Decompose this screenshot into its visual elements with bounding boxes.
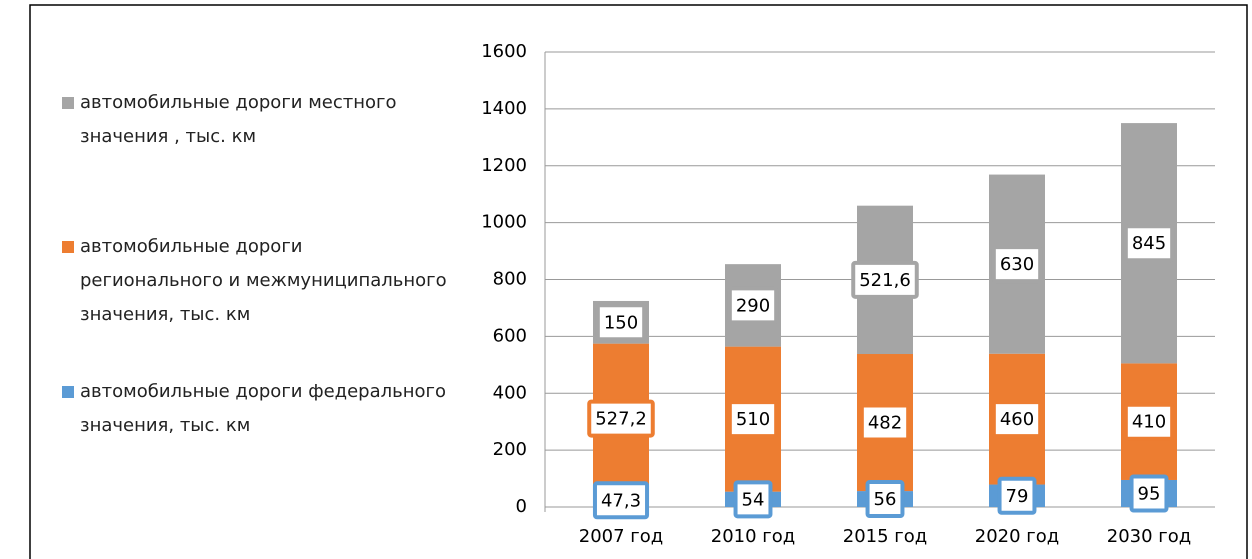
data-label: 47,3 [601,490,641,511]
data-label-box [997,476,1037,515]
x-tick-label: 2007 год [579,526,663,547]
frame [29,4,1248,559]
y-tick-label: 200 [493,439,527,460]
y-tick-label: 1000 [481,212,527,233]
y-tick-label: 800 [493,269,527,290]
data-label: 95 [1138,483,1161,504]
data-label-box [587,399,655,438]
legend-swatch [62,241,74,253]
data-label-box [1129,474,1169,513]
x-tick-label: 2020 год [975,526,1059,547]
data-label: 630 [1000,254,1034,275]
y-tick-label: 600 [493,325,527,346]
data-label: 845 [1132,233,1166,254]
data-label-box [733,480,773,519]
legend-entry: автомобильные дороги местного значения ,… [62,86,450,154]
x-tick-label: 2015 год [843,526,927,547]
data-label-box [1123,402,1175,441]
y-tick-label: 0 [516,496,527,517]
data-label-box [991,400,1043,439]
data-label: 290 [736,295,770,316]
legend-entry: автомобильные дороги регионального и меж… [62,230,450,332]
data-label-box [859,403,911,442]
y-tick-label: 1600 [481,41,527,62]
x-tick-label: 2030 год [1107,526,1191,547]
y-tick-label: 1400 [481,98,527,119]
data-label: 521,6 [859,270,911,291]
data-label: 527,2 [595,409,647,430]
data-label: 410 [1132,412,1166,433]
data-label: 56 [874,489,897,510]
legend-swatch [62,97,74,109]
data-label-box [865,480,905,519]
data-label-box [595,303,647,342]
y-tick-label: 1200 [481,155,527,176]
data-label-box [727,286,779,325]
legend-entry: автомобильные дороги федерального значен… [62,375,450,443]
data-label: 482 [868,413,902,434]
legend-swatch [62,386,74,398]
data-label-box [727,400,779,439]
data-label-box [1123,224,1175,263]
y-tick-label: 400 [493,382,527,403]
data-label-box [991,245,1043,284]
data-label-box [592,481,650,520]
data-label: 54 [742,489,765,510]
data-label: 510 [736,409,770,430]
x-tick-label: 2010 год [711,526,795,547]
data-label-box [851,260,919,299]
data-label: 460 [1000,409,1034,430]
data-label: 150 [604,312,638,333]
data-label: 79 [1006,486,1029,507]
